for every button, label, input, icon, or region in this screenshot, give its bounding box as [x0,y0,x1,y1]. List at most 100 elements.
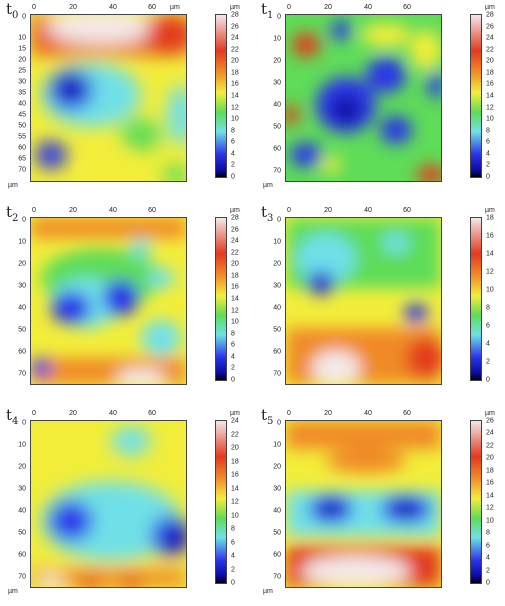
scale-unit: µm [230,4,240,11]
scale-tick-label: 16 [231,283,239,291]
scale-tick-label: 14 [486,492,494,500]
scale-tick-label: 14 [486,92,494,100]
scale-tick-label: 16 [231,80,239,88]
scale-tick-label: 0 [486,173,490,181]
scale-tick-label: 6 [231,539,235,546]
scale-tick-label: 4 [486,340,490,348]
scale-tick-label: 14 [231,92,239,100]
scale-tick-label: 20 [231,57,239,65]
scale-tick-label: 14 [486,250,494,258]
scale-tick-label: 16 [486,232,494,240]
scale-tick-label: 10 [231,115,239,123]
scale-tick-label: 6 [486,138,490,146]
panel-t0: t0 0 20 40 60 µm [6,0,240,189]
time-label: t4 [6,406,19,427]
scale-tick-label: 10 [486,286,494,294]
scale-tick-label: 10 [231,318,239,326]
panel-t5: t5 0 20 40 60 0 10 20 30 40 [261,406,495,595]
time-label: t3 [261,203,274,224]
height-map [285,14,442,182]
scale-tick-label: 8 [231,330,235,338]
scale-tick-label: 12 [486,504,494,512]
scale-tick-label: 4 [486,150,490,158]
scale-tick-label: 4 [231,353,235,361]
scale-tick-label: 10 [486,517,494,525]
color-scale-bar [470,217,482,381]
scale-tick-label: 12 [231,307,239,315]
color-scale-bar [470,14,482,178]
panel-t3: t3 0 20 40 60 0 10 20 30 40 [255,203,505,403]
scale-tick-label: 24 [231,417,239,425]
scale-tick-label: 26 [231,23,239,31]
scale-tick-label: 10 [231,512,239,519]
panel-t4: t4 0 20 40 60 0 10 20 30 40 [6,406,240,595]
scale-tick-label: 6 [231,138,235,146]
scale-tick-label: 18 [486,214,494,222]
scale-tick-label: 2 [231,161,235,169]
scale-tick-label: 22 [231,46,239,54]
time-label: t1 [261,0,274,21]
scale-tick-label: 20 [231,444,239,452]
scale-tick-label: 4 [486,554,490,562]
scale-unit: µm [485,4,495,11]
scale-tick-label: 0 [231,173,235,181]
height-map [30,420,187,588]
scale-tick-label: 4 [231,552,235,560]
scale-tick-label: 4 [231,150,235,158]
scale-tick-label: 18 [231,458,239,465]
height-map [30,14,187,182]
scale-tick-label: 2 [486,161,490,169]
scale-tick-label: 26 [486,23,494,31]
scale-tick-label: 28 [231,214,239,222]
scale-tick-label: 24 [231,237,239,245]
scale-tick-label: 24 [486,34,494,42]
height-map [30,217,187,385]
scale-tick-label: 0 [486,376,490,384]
time-label: t0 [6,0,19,21]
panel-t2: t2 0 20 40 60 0 10 2 [0,203,250,403]
scale-unit: µm [485,410,495,417]
scale-tick-label: 18 [486,69,494,77]
height-map [285,217,442,385]
scale-tick-label: 24 [231,34,239,42]
scale-tick-label: 12 [231,498,239,506]
panel-t1: t1 0 20 40 60 [261,0,495,189]
scale-tick-label: 18 [486,467,494,475]
color-scale-bar [215,217,227,381]
scale-unit: µm [485,207,495,214]
scale-unit: µm [230,207,240,214]
scale-tick-label: 8 [231,127,235,135]
scale-tick-label: 8 [486,127,490,135]
scale-tick-label: 2 [231,364,235,372]
scale-tick-label: 16 [486,479,494,487]
scale-tick-label: 28 [486,11,494,19]
scale-tick-label: 22 [231,249,239,257]
scale-tick-label: 12 [486,104,494,112]
height-map [285,420,442,588]
scale-tick-label: 24 [486,429,494,437]
color-scale-bar [470,420,482,584]
scale-tick-label: 14 [231,295,239,303]
scale-tick-label: 20 [486,454,494,462]
time-label: t2 [6,203,19,224]
scale-tick-label: 12 [231,104,239,112]
scale-tick-label: 22 [486,442,494,450]
scale-tick-label: 20 [486,57,494,65]
scale-tick-label: 26 [486,417,494,425]
scale-tick-label: 6 [486,542,490,550]
scale-tick-label: 0 [486,579,490,587]
scale-tick-label: 2 [231,566,235,573]
scale-tick-label: 18 [231,272,239,280]
scale-tick-label: 8 [486,304,490,312]
scale-tick-label: 22 [486,46,494,54]
scale-tick-label: 18 [231,69,239,77]
color-scale-bar [215,420,227,584]
scale-tick-label: 28 [231,11,239,19]
time-label: t5 [261,406,274,427]
scale-tick-label: 0 [231,376,235,384]
scale-tick-label: 16 [486,80,494,88]
scale-tick-label: 8 [486,529,490,537]
scale-tick-label: 26 [231,226,239,234]
scale-tick-label: 10 [486,115,494,123]
scale-tick-label: 6 [231,341,235,349]
